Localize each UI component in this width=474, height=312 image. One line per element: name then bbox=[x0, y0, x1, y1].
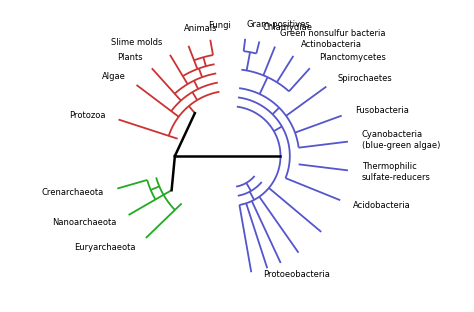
Text: Acidobacteria: Acidobacteria bbox=[353, 201, 411, 210]
Text: Spirochaetes: Spirochaetes bbox=[337, 74, 392, 83]
Text: Plants: Plants bbox=[117, 53, 143, 62]
Text: Animals: Animals bbox=[183, 24, 217, 33]
Text: Protoeobacteria: Protoeobacteria bbox=[264, 270, 330, 279]
Text: Slime molds: Slime molds bbox=[111, 38, 163, 47]
Text: Fusobacteria: Fusobacteria bbox=[355, 106, 409, 115]
Text: Fungi: Fungi bbox=[208, 22, 231, 31]
Text: Cyanobacteria
(blue-green algae): Cyanobacteria (blue-green algae) bbox=[362, 130, 440, 150]
Text: Nanoarchaeota: Nanoarchaeota bbox=[52, 217, 117, 227]
Text: Thermophilic
sulfate-reducers: Thermophilic sulfate-reducers bbox=[362, 162, 431, 182]
Text: Actinobacteria: Actinobacteria bbox=[301, 40, 362, 49]
Text: Euryarchaeota: Euryarchaeota bbox=[74, 243, 136, 252]
Text: Chlamydiae: Chlamydiae bbox=[263, 23, 313, 32]
Text: Algae: Algae bbox=[101, 72, 125, 81]
Text: Crenarchaeota: Crenarchaeota bbox=[42, 188, 104, 197]
Text: Green nonsulfur bacteria: Green nonsulfur bacteria bbox=[280, 29, 386, 38]
Text: Protozoa: Protozoa bbox=[69, 111, 105, 120]
Text: Planctomycetes: Planctomycetes bbox=[319, 53, 386, 62]
Text: Gram-positives: Gram-positives bbox=[247, 21, 310, 29]
